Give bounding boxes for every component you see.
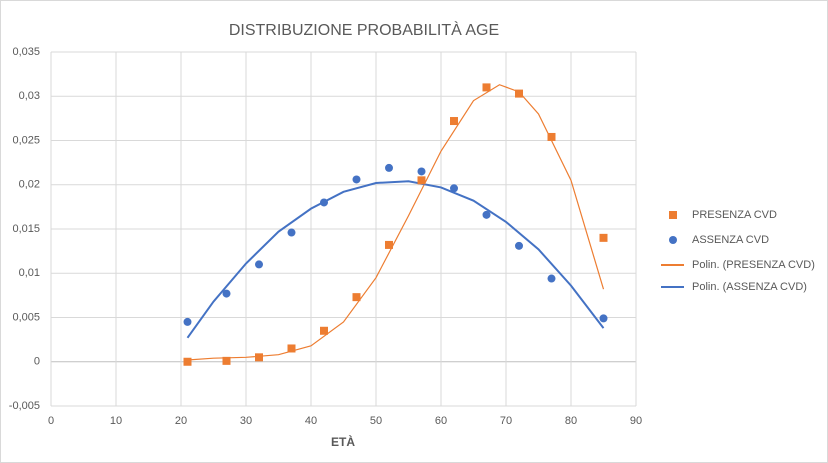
y-tick-label: 0,015: [12, 223, 40, 235]
x-tick-label: 40: [305, 415, 317, 427]
point: [352, 175, 361, 184]
point: [515, 241, 523, 250]
x-tick-label: 90: [630, 415, 642, 427]
x-tick-label: 80: [565, 415, 577, 427]
point: [222, 289, 231, 298]
point: [385, 240, 393, 249]
legend-label: PRESENZA CVD: [692, 209, 777, 221]
chart-title: DISTRIBUZIONE PROBABILITÀ AGE: [229, 20, 499, 39]
legend-label: Polin. (PRESENZA CVD): [692, 259, 815, 271]
y-tick-label: 0,01: [19, 267, 40, 279]
point: [599, 314, 608, 323]
y-tick-label: -0,005: [9, 400, 40, 412]
x-tick-label: 60: [435, 415, 447, 427]
trend-line: [186, 180, 605, 339]
point: [320, 326, 328, 335]
y-tick-label: 0: [34, 356, 40, 368]
point: [417, 176, 426, 185]
point: [183, 317, 192, 326]
point: [450, 117, 458, 126]
x-tick-label: 50: [370, 415, 382, 427]
x-axis-title: ETÀ: [331, 434, 355, 449]
point: [450, 184, 458, 193]
point: [287, 344, 296, 353]
x-tick-label: 20: [175, 415, 187, 427]
y-tick-label: 0,025: [12, 134, 40, 146]
point: [183, 357, 192, 366]
point: [515, 89, 523, 98]
point: [547, 274, 556, 283]
y-tick-label: 0,005: [12, 311, 40, 323]
point: [320, 198, 328, 207]
x-tick-label: 30: [240, 415, 252, 427]
legend-swatch: [669, 236, 677, 244]
point: [385, 163, 393, 172]
point: [599, 233, 608, 242]
point: [287, 228, 296, 237]
point: [417, 167, 426, 176]
legend-swatch: [669, 211, 677, 219]
x-tick-label: 10: [110, 415, 122, 427]
x-tick-label: 70: [500, 415, 512, 427]
point: [352, 293, 361, 302]
legend-label: Polin. (ASSENZA CVD): [692, 281, 807, 293]
point: [222, 356, 231, 365]
y-tick-label: 0,035: [12, 46, 40, 58]
point: [482, 83, 491, 92]
y-tick-label: 0,03: [19, 90, 40, 102]
point: [255, 260, 263, 269]
legend-label: ASSENZA CVD: [692, 234, 769, 246]
point: [482, 210, 491, 219]
y-tick-label: 0,02: [19, 179, 40, 191]
point: [255, 353, 263, 362]
point: [547, 132, 556, 141]
x-tick-label: 0: [48, 415, 54, 427]
